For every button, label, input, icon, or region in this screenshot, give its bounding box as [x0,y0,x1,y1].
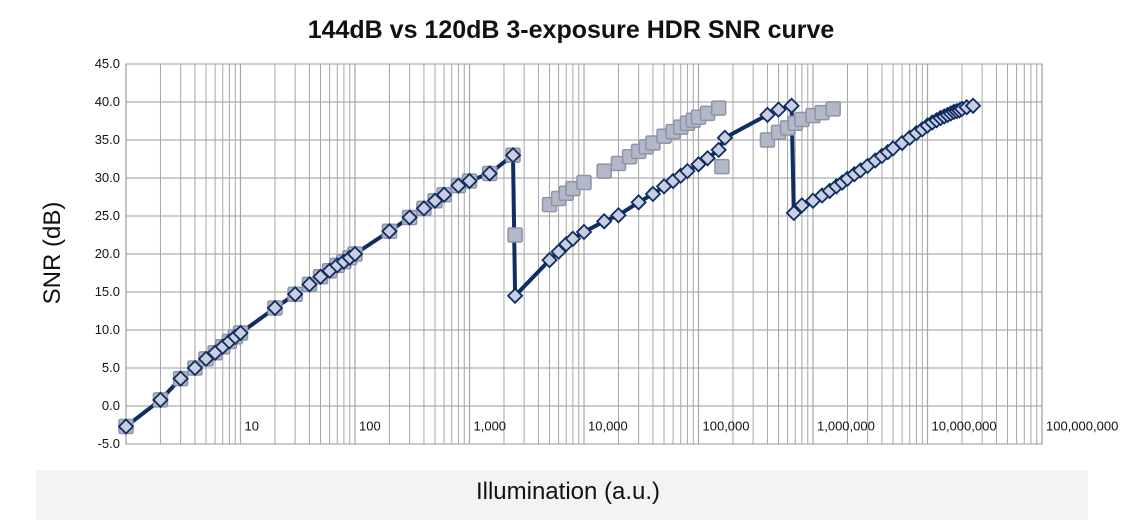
series-2-point [266,299,284,317]
series-2-point [610,206,627,224]
series-2-point [644,185,662,203]
x-tick-label: 1,000 [474,418,507,433]
series-2-point [793,197,811,214]
y-tick-label: 45.0 [95,56,120,71]
series-2-point [346,245,364,263]
series-2-point [770,101,787,118]
series-2-point [679,162,696,180]
series-2-point [301,276,318,293]
series-2-point [785,204,803,222]
x-tick-label: 100 [359,418,381,433]
series-1-point [710,100,727,116]
y-tick-label: 20.0 [95,246,120,261]
y-tick-label: 30.0 [95,170,120,185]
series-1-point [596,163,612,179]
series-2-point [481,165,498,182]
series-2-point [415,200,433,217]
y-tick-label: 10.0 [95,322,120,337]
series-1-point [507,227,523,243]
series-2-point [759,106,776,124]
series-2-point [401,209,418,226]
series-2-point [435,186,453,203]
series-2-point [172,370,189,387]
series-2-point [575,223,593,241]
series-2-point [152,391,169,409]
series-2-point [504,146,522,164]
x-tick-label: 100,000,000 [1046,418,1118,433]
series-1-point [714,158,730,175]
y-tick-label: 40.0 [95,94,120,109]
tick-layer: -5.0 0.0 5.0 10.0 15.0 20.0 25.0 30.0 35.0 40.0 45… [95,56,1119,451]
x-tick-label: 100,000 [703,418,750,433]
footer-band [36,470,1088,520]
series-2-point [964,97,982,115]
y-tick-label: 0.0 [102,398,120,413]
series-2-point [630,194,647,211]
x-axis-title: Illumination (a.u.) [476,478,660,505]
series-2-point [117,418,135,435]
series-2-point [232,324,249,342]
y-tick-label: 35.0 [95,132,120,147]
series-2-point [381,222,398,240]
marker-layer [117,97,982,435]
x-tick-label: 10,000,000 [932,418,997,433]
series-2-point [286,286,304,303]
y-tick-label: 15.0 [95,284,120,299]
series-2-point [564,230,582,248]
y-axis-title: SNR (dB) [39,202,66,305]
series-2-point [450,177,467,194]
chart-title: 144dB vs 120dB 3-exposure HDR SNR curve [308,16,835,44]
x-tick-label: 1,000,000 [817,418,875,433]
series-2-point [461,172,478,190]
series-2-point [541,251,558,269]
series-2-point [699,149,716,167]
series-2-point [506,287,524,305]
y-tick-label: 5.0 [102,360,120,375]
series-2-point [595,213,613,230]
y-tick-label: -5.0 [98,436,120,451]
x-tick-label: 10 [245,418,259,433]
grid-layer [126,63,1042,445]
series-2-point [186,359,204,377]
x-tick-label: 10,000 [588,418,628,433]
series-1-point [576,174,592,191]
series-2-point [716,129,734,146]
series-2-point [710,141,727,159]
series-2-point [783,97,800,115]
y-tick-label: 25.0 [95,208,120,223]
series-1-point [825,101,841,117]
